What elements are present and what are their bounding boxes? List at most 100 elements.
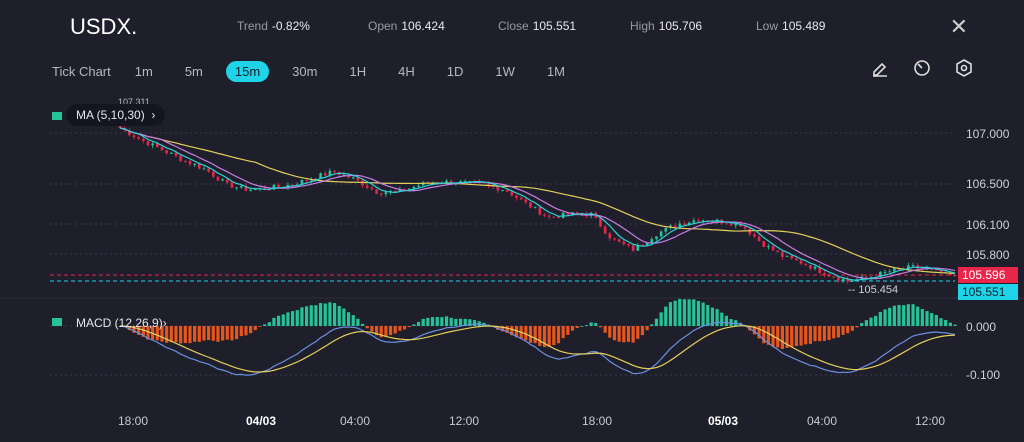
candle-body [207, 168, 210, 172]
candle-body [356, 177, 360, 181]
x-axis-label: 05/03 [707, 414, 739, 428]
candle-body [599, 217, 602, 227]
candle-body [421, 182, 425, 186]
macd-histogram-bar [458, 318, 463, 326]
draw-pencil-icon[interactable] [870, 58, 890, 78]
macd-indicator-button[interactable]: MACD (12,26,9)› [66, 312, 177, 334]
open-value: 106.424 [401, 19, 445, 33]
timeframe-1m[interactable]: 1m [134, 63, 153, 79]
candle-body [580, 213, 584, 215]
macd-histogram-bar [724, 315, 729, 326]
candle-body [496, 186, 500, 191]
close-icon[interactable]: ✕ [949, 14, 968, 39]
macd-histogram-bar [934, 315, 938, 326]
macd-histogram-bar [384, 326, 388, 337]
macd-histogram-bar [281, 314, 285, 326]
timeframe-1h[interactable]: 1H [349, 63, 367, 79]
macd-histogram-bar [416, 321, 421, 326]
candle-body [785, 255, 789, 257]
timeframe-1d[interactable]: 1D [446, 63, 464, 79]
timeframe-4h[interactable]: 4H [398, 63, 415, 79]
macd-histogram-bar [930, 313, 934, 326]
candle-body [314, 178, 318, 180]
candle-body [557, 216, 560, 218]
macd-histogram-bar [127, 326, 131, 331]
candle-body [249, 190, 252, 192]
macd-histogram-bar [892, 305, 896, 326]
macd-histogram-bar [538, 326, 542, 347]
macd-histogram-bar [235, 326, 239, 340]
candle-body [799, 260, 803, 264]
macd-histogram-bar [580, 325, 584, 327]
price-tick: 105.800 [966, 248, 1010, 262]
candle-body [804, 263, 808, 265]
macd-histogram-bar [729, 319, 733, 326]
macd-histogram-bar [552, 326, 556, 346]
ma-indicator-button[interactable]: MA (5,10,30) › [66, 104, 166, 126]
macd-histogram-bar [626, 326, 631, 342]
candle-body [118, 125, 122, 128]
macd-histogram-bar [179, 326, 183, 344]
macd-histogram-bar [440, 317, 444, 326]
settings-gear-icon[interactable] [954, 58, 974, 78]
candle-body [323, 173, 327, 176]
macd-histogram-bar [706, 305, 710, 326]
timeframe-1m[interactable]: 1M [546, 63, 565, 79]
macd-histogram-bar [277, 315, 281, 326]
macd-histogram-bar [188, 326, 192, 344]
timeframe-15m[interactable]: 15m [225, 60, 270, 82]
candle-body [379, 193, 383, 195]
last-price-tag: 105.551 [958, 284, 1018, 300]
candle-body [543, 214, 546, 216]
macd-histogram-bar [916, 306, 920, 326]
candle-body [137, 137, 140, 139]
candle-body [650, 239, 654, 243]
timeframe-bar: Tick Chart 1m 5m 15m 30m 1H 4H 1D 1W 1M [52, 60, 588, 82]
macd-histogram-bar [151, 326, 155, 340]
macd-histogram-bar [766, 326, 771, 345]
macd-histogram-bar [207, 326, 211, 341]
candle-body [300, 179, 304, 185]
macd-histogram-bar [402, 326, 407, 330]
candle-body [809, 264, 812, 269]
candle-body [165, 150, 168, 154]
timeframe-1w[interactable]: 1W [495, 63, 515, 79]
close-stat: Close 105.551 [498, 19, 576, 33]
macd-histogram-bar [463, 318, 467, 326]
macd-histogram-bar [818, 326, 822, 342]
candle-body [776, 250, 780, 252]
macd-histogram-bar [603, 326, 607, 333]
macd-histogram-bar [804, 326, 808, 345]
candle-body [893, 268, 896, 272]
open-label: Open [368, 19, 398, 33]
macd-histogram-bar [309, 305, 313, 326]
macd-histogram-bar [155, 326, 159, 341]
macd-histogram-bar [542, 326, 547, 348]
timeframe-30m[interactable]: 30m [292, 63, 318, 79]
prev-price-tag: 105.596 [958, 267, 1018, 283]
macd-histogram-bar [314, 305, 318, 326]
candle-body [174, 152, 178, 156]
candle-body [515, 195, 518, 198]
candle-body [687, 222, 691, 225]
candle-body [701, 220, 705, 222]
macd-histogram-bar [650, 324, 654, 326]
macd-histogram-bar [407, 326, 411, 328]
candle-body [692, 220, 696, 223]
candle-body [753, 234, 756, 237]
ma5-line [119, 127, 956, 281]
ma10-line [119, 127, 956, 280]
macd-histogram-bar [874, 315, 878, 326]
macd-histogram-bar [304, 306, 309, 326]
history-clock-icon[interactable] [912, 58, 932, 78]
macd-histogram-bar [566, 326, 570, 335]
macd-histogram-bar [822, 326, 826, 341]
candle-body [925, 268, 929, 270]
macd-histogram-bar [594, 322, 598, 326]
macd-histogram-bar [524, 326, 528, 341]
candle-body [818, 266, 822, 273]
timeframe-tick-chart[interactable]: Tick Chart [52, 63, 111, 79]
macd-histogram-bar [267, 322, 271, 326]
timeframe-5m[interactable]: 5m [184, 63, 203, 79]
